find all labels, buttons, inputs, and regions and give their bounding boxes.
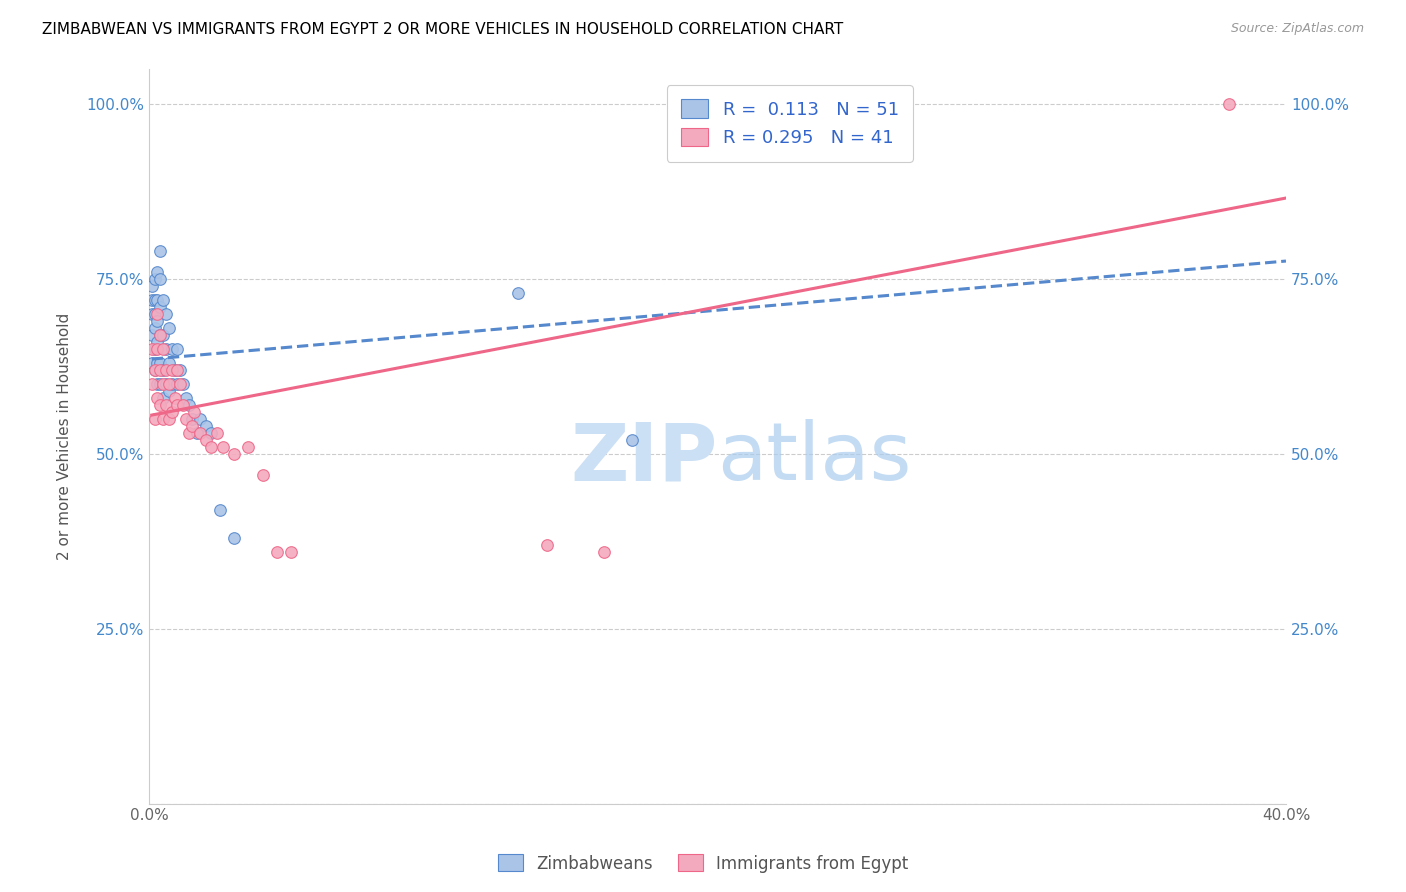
Point: [266, 544, 288, 558]
Point: [592, 544, 614, 558]
Point: [141, 278, 163, 293]
Point: [155, 307, 177, 321]
Point: [146, 376, 169, 391]
Point: [224, 446, 246, 460]
Text: Source: ZipAtlas.com: Source: ZipAtlas.com: [1230, 22, 1364, 36]
Point: [188, 411, 211, 425]
Text: atlas: atlas: [717, 419, 912, 497]
Point: [146, 355, 169, 369]
Point: [143, 320, 166, 334]
Legend: Zimbabweans, Immigrants from Egypt: Zimbabweans, Immigrants from Egypt: [491, 847, 915, 880]
Point: [172, 376, 194, 391]
Point: [141, 307, 163, 321]
Point: [166, 362, 188, 376]
Point: [149, 271, 172, 285]
Point: [146, 307, 169, 321]
Point: [169, 376, 191, 391]
Point: [166, 342, 188, 356]
Point: [163, 391, 186, 405]
Point: [143, 271, 166, 285]
Point: [155, 376, 177, 391]
Point: [536, 538, 558, 552]
Point: [149, 376, 172, 391]
Legend: R =  0.113   N = 51, R = 0.295   N = 41: R = 0.113 N = 51, R = 0.295 N = 41: [666, 85, 912, 161]
Point: [149, 398, 172, 412]
Point: [163, 362, 186, 376]
Point: [208, 502, 231, 516]
Point: [155, 362, 177, 376]
Point: [211, 440, 233, 454]
Point: [174, 411, 197, 425]
Point: [141, 293, 163, 307]
Point: [152, 376, 174, 391]
Point: [141, 355, 163, 369]
Point: [160, 342, 183, 356]
Point: [183, 404, 205, 418]
Point: [177, 398, 200, 412]
Point: [149, 327, 172, 342]
Point: [146, 391, 169, 405]
Point: [160, 404, 183, 418]
Point: [166, 376, 188, 391]
Point: [143, 307, 166, 321]
Point: [252, 467, 274, 482]
Point: [152, 362, 174, 376]
Point: [194, 433, 217, 447]
Point: [143, 342, 166, 356]
Point: [149, 362, 172, 376]
Point: [155, 342, 177, 356]
Point: [1218, 96, 1240, 111]
Point: [157, 411, 180, 425]
Point: [146, 264, 169, 278]
Point: [146, 342, 169, 356]
Point: [160, 362, 183, 376]
Point: [174, 391, 197, 405]
Point: [186, 425, 208, 440]
Point: [280, 544, 302, 558]
Point: [157, 320, 180, 334]
Point: [143, 362, 166, 376]
Point: [141, 376, 163, 391]
Point: [224, 531, 246, 545]
Point: [166, 398, 188, 412]
Point: [157, 384, 180, 398]
Point: [152, 293, 174, 307]
Y-axis label: 2 or more Vehicles in Household: 2 or more Vehicles in Household: [58, 312, 72, 559]
Point: [152, 327, 174, 342]
Point: [155, 398, 177, 412]
Point: [149, 327, 172, 342]
Point: [200, 440, 222, 454]
Point: [152, 391, 174, 405]
Point: [180, 418, 202, 433]
Point: [152, 411, 174, 425]
Text: ZIMBABWEAN VS IMMIGRANTS FROM EGYPT 2 OR MORE VEHICLES IN HOUSEHOLD CORRELATION : ZIMBABWEAN VS IMMIGRANTS FROM EGYPT 2 OR…: [42, 22, 844, 37]
Point: [188, 425, 211, 440]
Point: [238, 440, 260, 454]
Point: [194, 418, 217, 433]
Point: [160, 376, 183, 391]
Point: [141, 327, 163, 342]
Point: [143, 293, 166, 307]
Point: [149, 244, 172, 258]
Point: [508, 285, 530, 300]
Point: [146, 334, 169, 349]
Point: [621, 433, 644, 447]
Point: [205, 425, 228, 440]
Point: [152, 342, 174, 356]
Point: [169, 362, 191, 376]
Text: ZIP: ZIP: [571, 419, 717, 497]
Point: [146, 313, 169, 327]
Point: [157, 376, 180, 391]
Point: [177, 425, 200, 440]
Point: [149, 300, 172, 314]
Point: [141, 342, 163, 356]
Point: [149, 355, 172, 369]
Point: [143, 411, 166, 425]
Point: [143, 362, 166, 376]
Point: [157, 355, 180, 369]
Point: [200, 425, 222, 440]
Point: [180, 411, 202, 425]
Point: [172, 398, 194, 412]
Point: [146, 293, 169, 307]
